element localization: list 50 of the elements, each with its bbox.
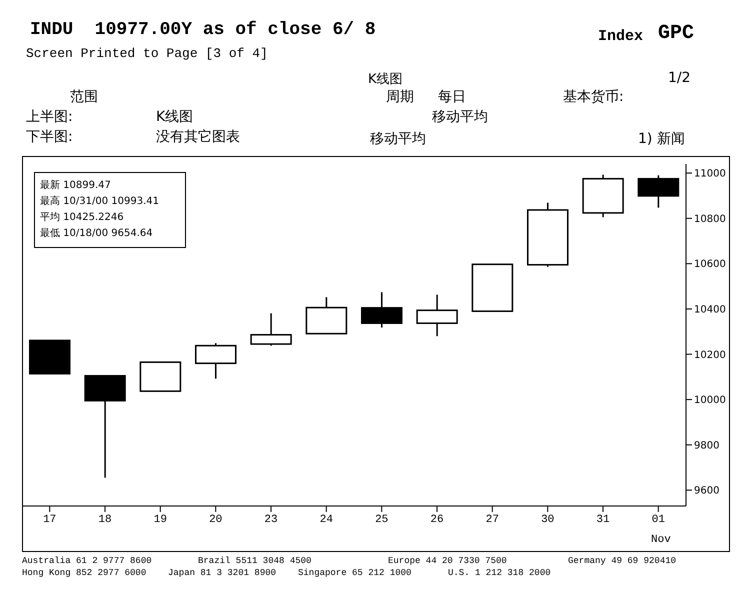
annotation: 平均 10425.2246 — [40, 211, 124, 224]
text: Brazil 5511 3048 4500 — [198, 556, 312, 566]
chart-title: INDU 10977.00Y as of close 6/ 8 — [30, 20, 376, 40]
text: 没有其它图表 — [156, 128, 240, 146]
text: 移动平均 — [432, 108, 488, 126]
text: 上半图: — [26, 108, 73, 126]
text: K线图 — [156, 108, 194, 126]
y-tick-label: 9800 — [694, 440, 720, 452]
text: 移动平均 — [370, 130, 426, 148]
text: Index — [598, 28, 644, 45]
x-tick-label: 27 — [486, 514, 499, 526]
text: Japan 81 3 3201 8900 — [168, 568, 276, 578]
x-tick-label: 18 — [98, 514, 112, 526]
x-tick-label: 17 — [43, 514, 56, 526]
text: 1/2 — [668, 70, 691, 86]
y-tick-label: 10600 — [694, 259, 726, 270]
y-tick-label: 10200 — [694, 350, 726, 361]
x-tick-label: 20 — [209, 514, 222, 526]
annotation: 最新 10899.47 — [40, 178, 111, 192]
annotation: 最高 10/31/00 10993.41 — [40, 194, 159, 208]
x-tick-label: 31 — [596, 514, 610, 526]
text: 每日 — [438, 88, 466, 106]
text: Nov — [651, 534, 671, 546]
x-tick-label: 23 — [264, 514, 278, 526]
text: 周期 — [386, 88, 414, 106]
y-tick-label: 10800 — [694, 214, 726, 225]
text: 基本货币: — [563, 88, 624, 106]
annotation: 最低 10/18/00 9654.64 — [40, 227, 153, 240]
text: U.S. 1 212 318 2000 — [448, 568, 551, 578]
y-tick-label: 9600 — [694, 486, 720, 497]
y-tick-label: 11000 — [694, 168, 726, 180]
x-tick-label: 25 — [375, 514, 388, 526]
x-tick-label: 30 — [541, 514, 554, 526]
text: Australia 61 2 9777 8600 — [22, 556, 152, 566]
text: 下半图: — [26, 128, 73, 146]
x-tick-label: 26 — [430, 514, 444, 526]
text: Europe 44 20 7330 7500 — [388, 556, 507, 566]
text: K线图 — [368, 71, 403, 88]
y-tick-label: 10000 — [694, 395, 726, 406]
chart-subtitle: Screen Printed to Page [3 of 4] — [26, 46, 268, 61]
x-tick-label: 01 — [652, 514, 666, 526]
text: 范围 — [70, 88, 98, 106]
text: 1) 新闻 — [638, 130, 685, 148]
text: GPC — [658, 22, 694, 45]
text: Hong Kong 852 2977 6000 — [22, 568, 146, 578]
y-tick-label: 10400 — [694, 304, 726, 316]
x-tick-label: 19 — [154, 514, 167, 526]
x-tick-label: 24 — [320, 514, 334, 526]
text: Singapore 65 212 1000 — [298, 568, 412, 578]
text: Germany 49 69 920410 — [568, 556, 676, 566]
